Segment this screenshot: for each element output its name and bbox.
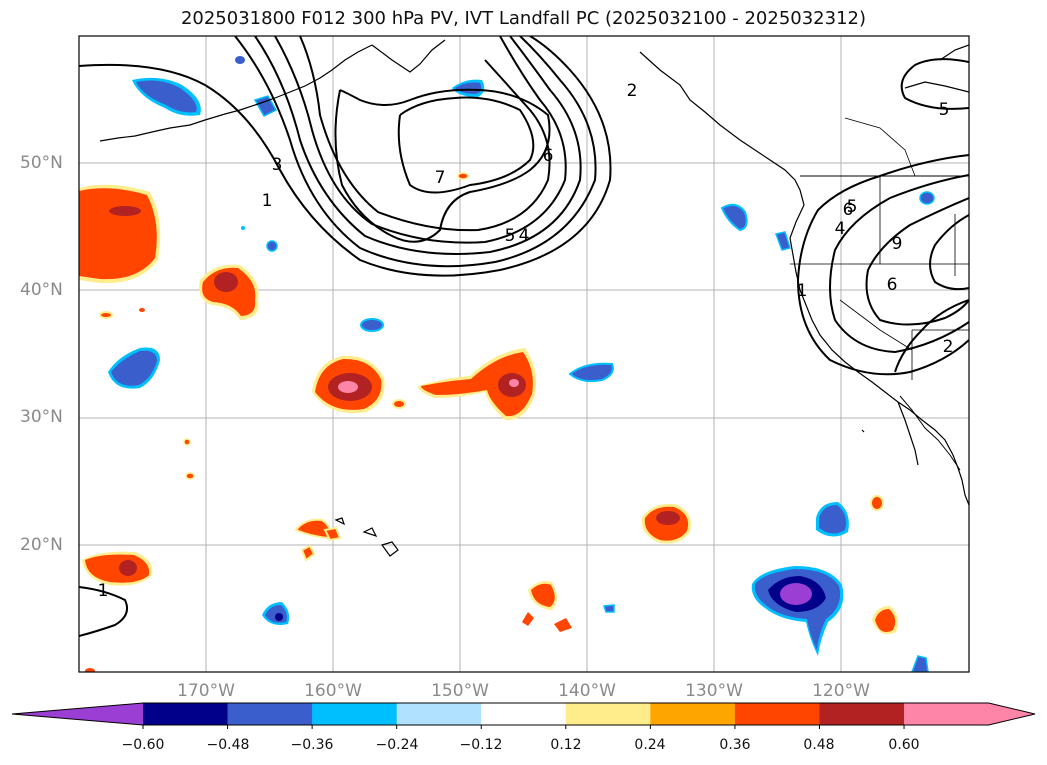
contour-label: 2: [943, 337, 954, 357]
contour-label: 1: [797, 281, 808, 301]
colorbar-tick-label: −0.12: [459, 737, 503, 753]
lat-tick-label: 30°N: [20, 407, 63, 427]
lon-tick-label: 170°W: [177, 681, 235, 701]
contour-label: 1: [262, 191, 273, 211]
colorbar-extend-min: [12, 703, 143, 725]
colorbar-segment: [396, 703, 482, 725]
lat-tick-label: 50°N: [20, 153, 63, 173]
colorbar-tick-label: 0.60: [888, 737, 920, 753]
colorbar-tick-label: −0.24: [375, 737, 419, 753]
colorbar-segment: [650, 703, 736, 725]
contour-label: 2: [627, 81, 638, 101]
colorbar-segment: [819, 703, 905, 725]
colorbar-tick-label: −0.48: [206, 737, 250, 753]
lon-tick-label: 160°W: [304, 681, 362, 701]
colorbar-segment: [734, 703, 820, 725]
contour-label: 7: [435, 168, 446, 188]
lon-tick-label: 120°W: [812, 681, 870, 701]
colorbar-tick-label: −0.36: [290, 737, 334, 753]
contour-label: 3: [272, 155, 283, 175]
lon-tick-label: 150°W: [431, 681, 489, 701]
contour-label: 5: [847, 197, 858, 217]
contour-label: 1: [98, 581, 109, 601]
lon-tick-label: 140°W: [558, 681, 616, 701]
negative-pc-regions: [108, 56, 935, 672]
lon-tick-label: 130°W: [685, 681, 743, 701]
map-border: [78, 35, 970, 673]
contour-label: 6: [887, 275, 898, 295]
pv-contours: [79, 36, 969, 637]
colorbar-segment: [143, 703, 229, 725]
chart-title: 2025031800 F012 300 hPa PV, IVT Landfall…: [180, 8, 867, 29]
colorbar-tick-label: 0.36: [719, 737, 751, 753]
contour-label: 4: [835, 219, 846, 239]
contour-label: 6: [843, 200, 854, 220]
contour-label: 5: [505, 226, 516, 246]
colorbar-tick-label: 0.48: [803, 737, 835, 753]
colorbar-segment: [565, 703, 651, 725]
colorbar-extend-max: [988, 703, 1035, 725]
colorbar-tick-label: 0.12: [550, 737, 582, 753]
gridlines: [79, 36, 969, 672]
contour-label: 4: [519, 226, 530, 246]
contour-label: 9: [892, 234, 903, 254]
map-contents: 1 2 3 4 5 6 7 5 6 4 5 9 6 2 1 1: [79, 36, 969, 672]
contour-label: 6: [543, 146, 554, 166]
colorbar-segment: [227, 703, 313, 725]
colorbar-segment: [904, 703, 990, 725]
positive-pc-regions: [79, 172, 898, 672]
colorbar-tick-label: 0.24: [634, 737, 666, 753]
colorbar-tick-label: −0.60: [121, 737, 165, 753]
contour-labels: 1 2 3 4 5 6 7 5 6 4 5 9 6 2 1 1: [98, 81, 954, 601]
colorbar-segment: [312, 703, 398, 725]
colorbar: [11, 702, 1036, 729]
lat-tick-label: 20°N: [20, 535, 63, 555]
colorbar-segment: [481, 703, 567, 725]
contour-label: 5: [939, 100, 950, 120]
lat-tick-label: 40°N: [20, 280, 63, 300]
